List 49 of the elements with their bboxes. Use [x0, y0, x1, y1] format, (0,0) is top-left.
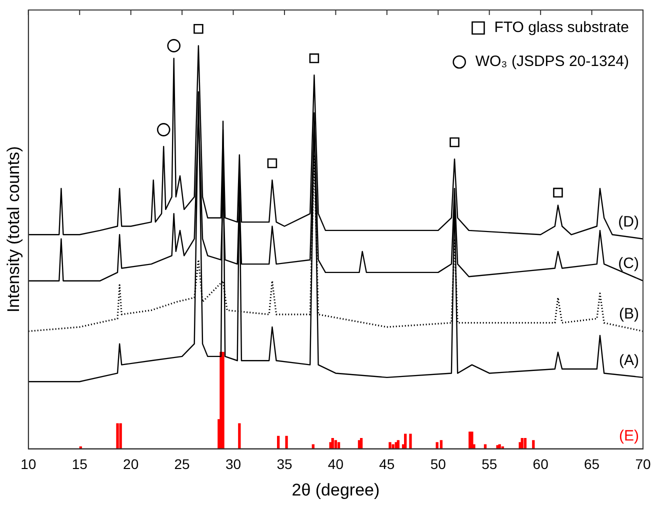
bar — [119, 423, 122, 449]
bar — [285, 436, 288, 449]
bar — [360, 438, 363, 449]
x-axis-title: 2θ (degree) — [292, 480, 380, 500]
point — [450, 137, 460, 148]
bar — [329, 442, 332, 449]
point — [553, 188, 563, 198]
point — [309, 53, 320, 64]
series-label: (C) — [618, 255, 639, 272]
x-tick-label: 40 — [328, 456, 344, 472]
x-tick-label: 10 — [20, 456, 36, 472]
x-tick-label: 60 — [532, 456, 549, 472]
point — [167, 39, 181, 52]
bar — [116, 423, 119, 449]
x-tick-label: 45 — [379, 456, 395, 472]
bar — [277, 436, 280, 449]
series-label: (A) — [619, 352, 639, 369]
point — [156, 123, 170, 136]
legend-label: WO₃ (JSDPS 20-1324) — [475, 53, 630, 70]
text: (E) — [619, 427, 639, 444]
x-tick-label: 65 — [584, 456, 600, 472]
bar — [409, 434, 412, 449]
point — [194, 24, 204, 34]
bar — [392, 444, 394, 449]
x-tick-label: 50 — [430, 456, 446, 472]
x-tick-label: 25 — [174, 456, 190, 472]
point — [267, 158, 278, 168]
legend-label: FTO glass substrate — [494, 19, 630, 36]
bar — [436, 442, 438, 449]
x-tick-label: 55 — [482, 456, 498, 472]
bar — [440, 440, 443, 449]
x-tick-label: 20 — [123, 456, 139, 472]
x-tick-label: 35 — [276, 456, 292, 472]
x-tick-label: 70 — [635, 456, 651, 472]
bar — [337, 442, 340, 449]
bar — [404, 434, 407, 449]
x-tick-label: 15 — [72, 456, 88, 472]
bar — [331, 438, 334, 449]
bar — [396, 440, 400, 449]
x-tick-label: 30 — [225, 456, 242, 472]
bar — [520, 438, 524, 449]
bar — [238, 423, 241, 449]
bar — [334, 440, 338, 449]
series-label: (B) — [619, 306, 639, 323]
bar — [388, 442, 392, 449]
series-label: (D) — [618, 213, 639, 230]
bar — [532, 440, 535, 449]
y-axis-title: Intensity (total counts) — [4, 146, 23, 313]
bar — [524, 438, 527, 449]
